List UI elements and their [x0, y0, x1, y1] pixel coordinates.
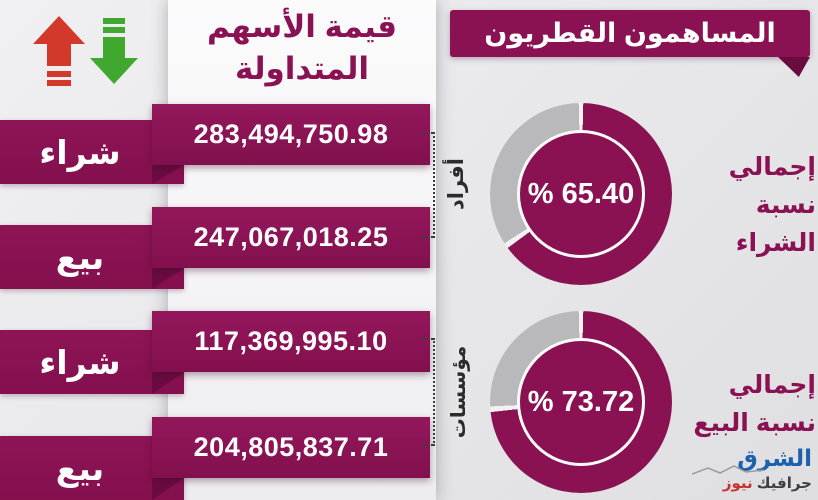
- news-word: نيوز: [722, 475, 753, 492]
- sell-percentage-value: % 73.72: [527, 385, 635, 418]
- buy-band-label: شراء: [39, 343, 121, 381]
- buy-donut-caption: إجمالي نسبة الشراء: [686, 148, 816, 262]
- sell-caption-line1: إجمالي: [728, 371, 816, 399]
- institutions-bracket-line: [433, 338, 435, 446]
- buy-caption-line2: نسبة الشراء: [735, 191, 816, 257]
- donut-center: % 73.72: [517, 338, 645, 466]
- individuals-group-label: أفراد: [445, 158, 468, 210]
- buy-value-individuals: 283,494,750.98: [193, 119, 389, 149]
- values-title-line2: المتداولة: [235, 51, 369, 86]
- price-down-arrow-icon: [90, 18, 138, 84]
- buy-percentage-value: % 65.40: [527, 177, 635, 210]
- buy-percentage-donut-chart: % 65.40: [490, 103, 672, 285]
- buy-value-banner-individuals: 283,494,750.98: [152, 104, 430, 165]
- sell-caption-line2: نسبة البيع: [693, 409, 816, 437]
- institutions-group-label: مؤسسات: [448, 345, 470, 439]
- individuals-bracket-tip-bottom: [421, 236, 433, 238]
- institutions-bracket-tip-top: [421, 338, 433, 340]
- individuals-bracket-tip-top: [421, 132, 433, 134]
- sell-value-banner-institutions: 204,805,837.71: [152, 417, 430, 478]
- individuals-bracket-line: [433, 132, 435, 238]
- sell-value-individuals: 247,067,018.25: [193, 222, 389, 252]
- buy-value-banner-institutions: 117,369,995.10: [152, 311, 430, 372]
- buy-caption-line1: إجمالي: [728, 153, 816, 181]
- graphic-news-label: جرافيك نيوز: [680, 474, 812, 492]
- sell-percentage-donut-chart: % 73.72: [490, 311, 672, 493]
- buy-band-label: شراء: [39, 133, 121, 171]
- values-title: قيمة الأسهم المتداولة: [168, 6, 436, 90]
- price-up-arrow-icon: [33, 16, 85, 86]
- values-title-line1: قيمة الأسهم: [206, 9, 398, 44]
- sell-band-label: بيع: [55, 449, 105, 487]
- section-title-qatari-shareholders: المساهمون القطريون: [450, 10, 810, 57]
- sell-value-banner-individuals: 247,067,018.25: [152, 207, 430, 268]
- sell-value-institutions: 204,805,837.71: [193, 432, 389, 462]
- institutions-bracket-tip-bottom: [421, 444, 433, 446]
- alsharq-logo: الشرق: [737, 445, 812, 471]
- sell-band-label: بيع: [55, 238, 105, 276]
- header-banner-fold: [778, 57, 810, 77]
- graphic-word: جرافيك: [756, 475, 812, 492]
- skyline-line-icon: [692, 465, 764, 475]
- donut-center: % 65.40: [517, 130, 645, 258]
- sell-donut-caption: إجمالي نسبة البيع: [686, 366, 816, 442]
- buy-value-institutions: 117,369,995.10: [194, 326, 388, 356]
